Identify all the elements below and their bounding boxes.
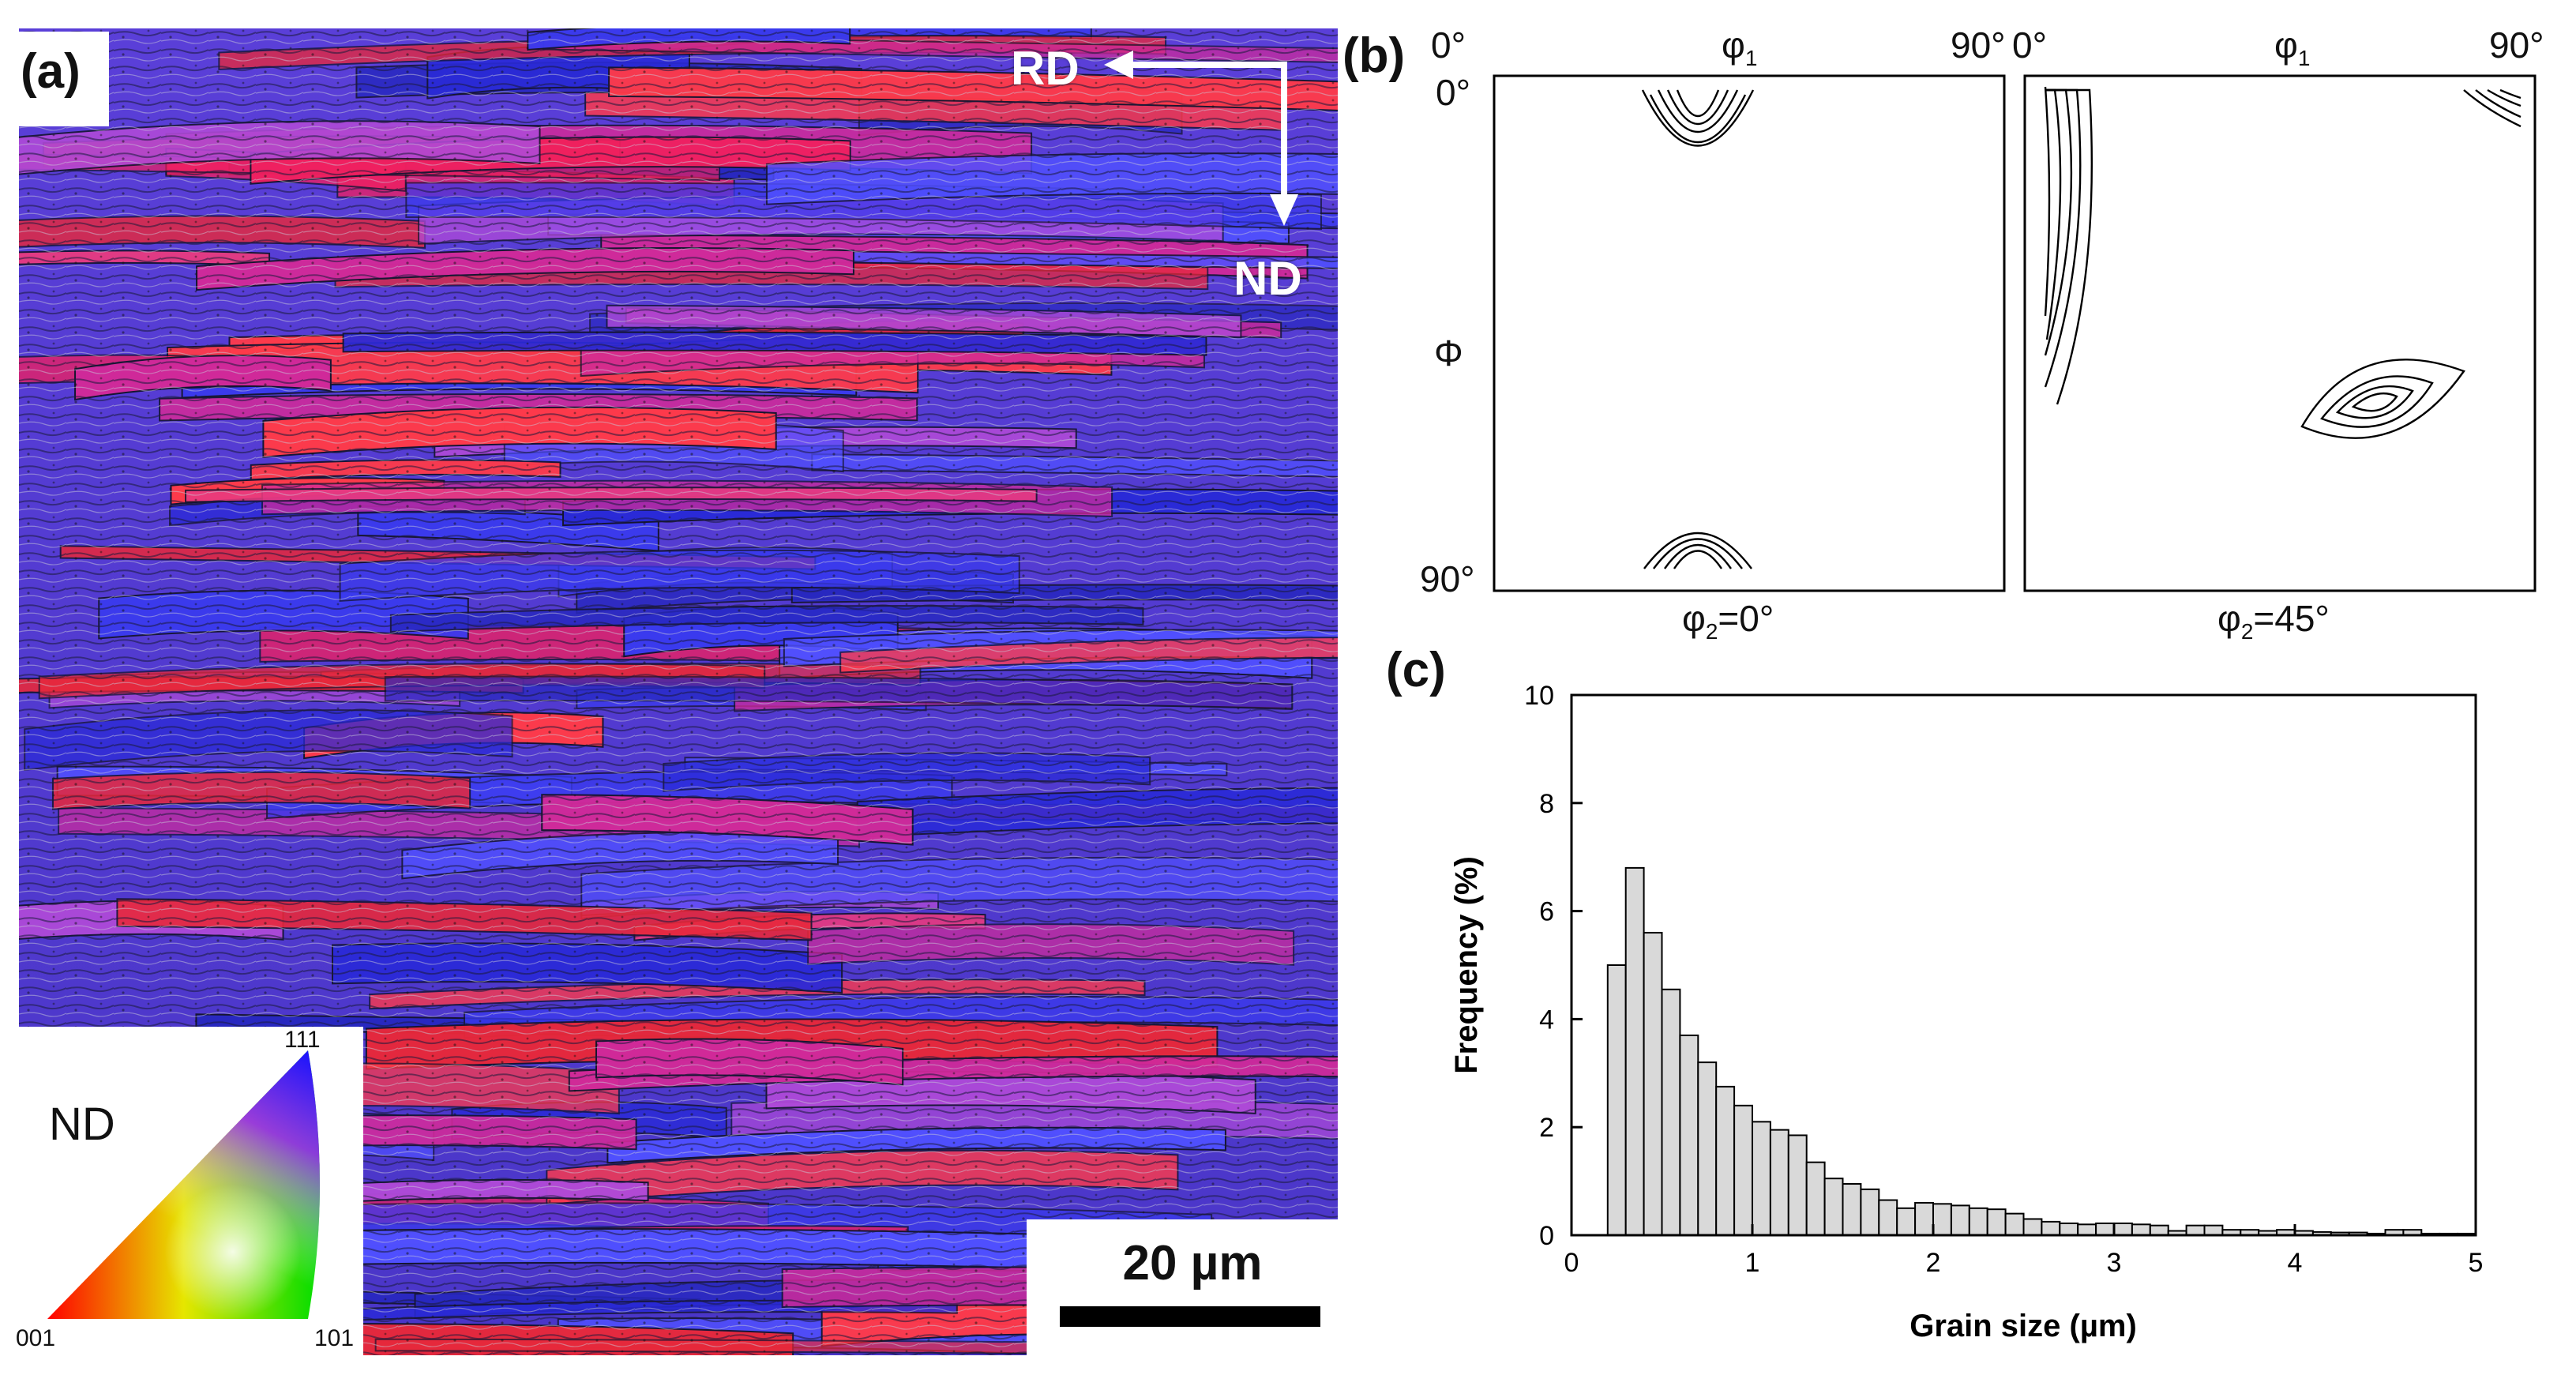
- y-axis-title: Frequency (%): [1449, 856, 1484, 1074]
- histogram-bar: [1986, 1208, 2007, 1237]
- phi1-subscript: 1: [1744, 46, 1758, 71]
- histogram-bar: [2203, 1224, 2224, 1236]
- histogram-bar: [1787, 1134, 1808, 1237]
- histogram-bar: [1643, 931, 1663, 1236]
- scale-bar: [1060, 1306, 1320, 1327]
- ipf-corner-001: 001: [16, 1325, 56, 1351]
- histogram-bar: [1823, 1178, 1844, 1236]
- rd-nd-axis-arrows: [1104, 51, 1298, 226]
- histogram-bar: [2041, 1220, 2061, 1237]
- histogram-bar: [1624, 866, 1645, 1236]
- panel-c-label: (c): [1386, 643, 1446, 697]
- x-tick-label: 5: [2469, 1248, 2484, 1278]
- grain-size-histogram: 0 1 2 3 4 5 0 2 4 6 8 10 Grain size (µm) Frequency …: [1449, 681, 2483, 1343]
- odf-right-caption: φ2=45°: [2217, 597, 2330, 644]
- phi2-subscript: 2: [2240, 619, 2254, 644]
- phi2-symbol: φ: [2217, 598, 2241, 639]
- ipf-corner-101: 101: [314, 1325, 355, 1351]
- nd-arrowhead: [1270, 194, 1298, 226]
- x-axis-title: Grain size (µm): [1909, 1309, 2137, 1343]
- histogram-bar: [2131, 1223, 2151, 1237]
- odf-left-phi1: φ1: [1722, 24, 1757, 71]
- phi2-value: =45°: [2253, 598, 2330, 639]
- scale-bar-label: 20 µm: [1122, 1236, 1263, 1290]
- y-tick-label: 8: [1539, 789, 1554, 819]
- ipf-title: ND: [49, 1099, 115, 1150]
- histogram-bar: [1968, 1207, 1988, 1236]
- ipf-legend: ND 111 001 101: [16, 1027, 363, 1358]
- odf-right-90deg: 90°: [2489, 24, 2544, 66]
- histogram-bar: [2077, 1223, 2097, 1237]
- y-tick-label: 10: [1524, 681, 1554, 711]
- phi2-value: =0°: [1718, 598, 1774, 639]
- histogram-bar: [2022, 1218, 2043, 1236]
- y-tick-label: 6: [1539, 897, 1554, 927]
- odf-right-0deg: 0°: [2012, 24, 2047, 66]
- Phi-axis-90deg: 90°: [1420, 558, 1475, 599]
- odf-box-phi2-0: [1493, 74, 2006, 592]
- phi1-symbol: φ: [1722, 24, 1745, 66]
- ipf-color-triangle: [47, 1050, 320, 1319]
- nd-label: ND: [1234, 252, 1302, 305]
- x-tick-label: 0: [1564, 1248, 1579, 1278]
- odf-left-90deg: 90°: [1951, 24, 2006, 66]
- histogram-bar: [1661, 988, 1681, 1236]
- panel-a-label-box: (a): [13, 32, 109, 126]
- histogram-bar: [1842, 1183, 1862, 1237]
- phi1-subscript: 1: [2297, 46, 2311, 71]
- histogram-bar: [2149, 1224, 2169, 1236]
- histogram-bar: [1606, 964, 1627, 1236]
- odf-contours-phi2-45: [2044, 86, 2522, 439]
- phi2-subscript: 2: [1705, 619, 1718, 644]
- plot-frame: [1570, 693, 2477, 1237]
- odf-sections: [1493, 74, 2537, 592]
- odf-left-0deg: 0°: [1431, 24, 1466, 66]
- rd-label: RD: [1011, 42, 1080, 95]
- histogram-bar: [1860, 1188, 1880, 1236]
- panel-b-label: (b): [1342, 28, 1406, 83]
- histogram-bar: [1805, 1161, 1826, 1236]
- histogram-bar: [1896, 1207, 1917, 1236]
- ipf-corner-111: 111: [284, 1027, 321, 1053]
- Phi-axis-label: Φ: [1434, 332, 1463, 374]
- scale-bar-box: 20 µm: [1027, 1219, 1342, 1362]
- histogram-bar: [1715, 1085, 1736, 1237]
- y-tick-label: 2: [1539, 1113, 1554, 1143]
- x-tick-label: 4: [2288, 1248, 2303, 1278]
- x-tick-label: 2: [1926, 1248, 1941, 1278]
- histogram-bar: [1679, 1034, 1699, 1237]
- odf-left-caption: φ2=0°: [1682, 597, 1774, 644]
- phi1-symbol: φ: [2274, 24, 2298, 66]
- histogram-bar: [2185, 1224, 2206, 1236]
- histogram-bar: [1752, 1121, 1771, 1236]
- x-tick-label: 1: [1745, 1248, 1760, 1278]
- y-tick-label: 4: [1539, 1005, 1554, 1035]
- histogram-bar: [2059, 1222, 2079, 1237]
- histogram-bar: [1733, 1104, 1754, 1237]
- histogram-bars: [1606, 866, 2476, 1237]
- odf-contours-phi2-0: [1641, 89, 1755, 569]
- histogram-bar: [1878, 1199, 1898, 1236]
- histogram-axes: 0 1 2 3 4 5 0 2 4 6 8 10: [1524, 681, 2483, 1278]
- histogram-bar: [1932, 1203, 1952, 1237]
- panel-a-label: (a): [21, 44, 81, 99]
- odf-box-phi2-45: [2023, 74, 2537, 592]
- histogram-bar: [1697, 1061, 1718, 1236]
- histogram-bar: [2004, 1212, 2025, 1237]
- histogram-bar: [1914, 1201, 1934, 1237]
- rd-arrowhead: [1104, 51, 1133, 79]
- Phi-axis-0deg: 0°: [1436, 72, 1470, 113]
- histogram-bar: [1950, 1204, 1970, 1237]
- histogram-bar: [2095, 1222, 2115, 1237]
- x-tick-label: 3: [2107, 1248, 2122, 1278]
- phi2-symbol: φ: [1682, 598, 1706, 639]
- histogram-bar: [1769, 1129, 1789, 1236]
- y-tick-label: 0: [1539, 1221, 1554, 1251]
- histogram-bar: [2113, 1222, 2133, 1237]
- odf-right-phi1: φ1: [2274, 24, 2310, 71]
